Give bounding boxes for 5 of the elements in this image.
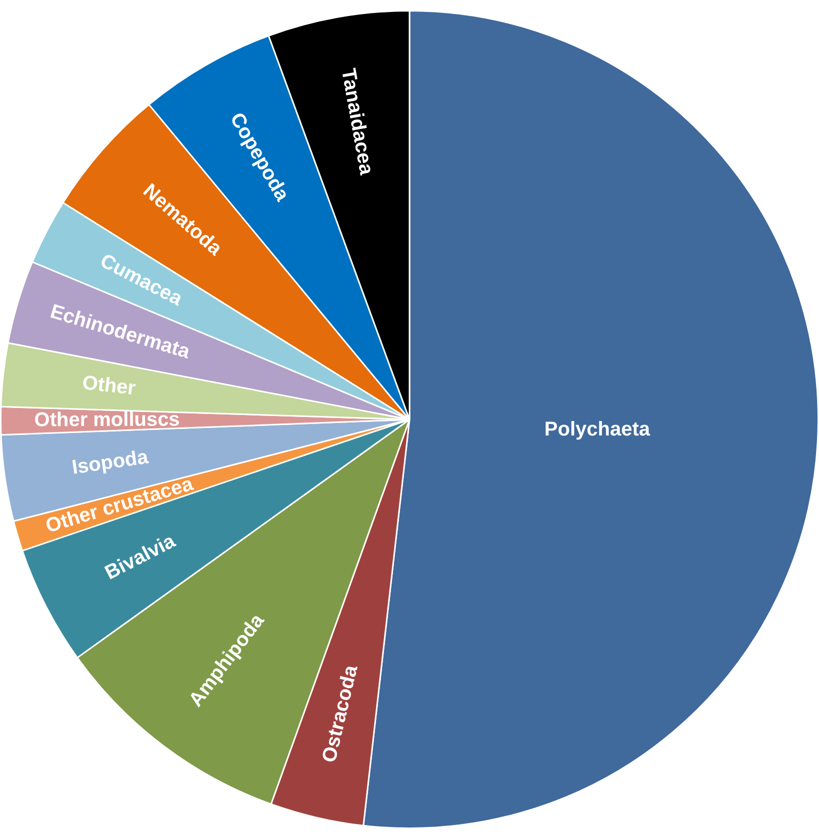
slice-label: Other (81, 372, 137, 400)
slice-label: Other molluscs (34, 408, 180, 432)
slice-label: Polychaeta (544, 418, 651, 441)
slice-label: Isopoda (70, 446, 150, 479)
slice-label: Tanaidacea (336, 66, 378, 178)
